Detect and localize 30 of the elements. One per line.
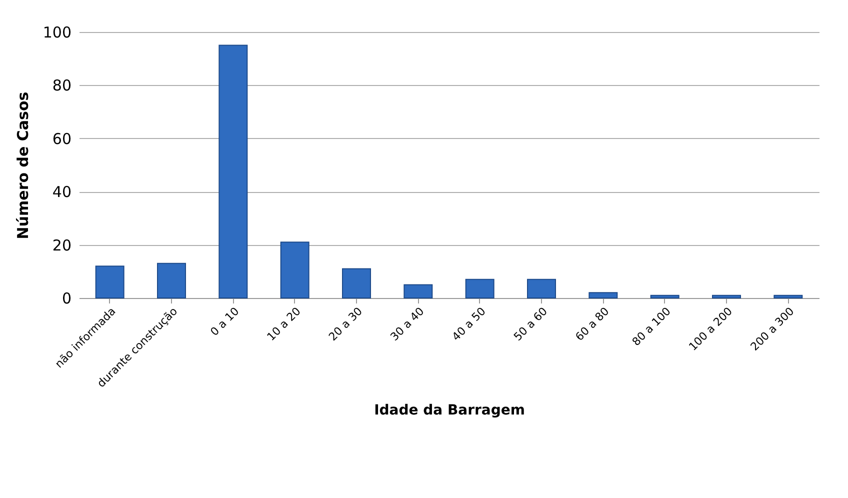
- x-tick-label: 30 a 40: [388, 304, 427, 344]
- y-axis-title: Número de Casos: [14, 92, 32, 240]
- bar: [404, 284, 433, 298]
- bar: [527, 278, 556, 298]
- x-tick-label: 40 a 50: [450, 304, 488, 344]
- y-tick-label: 0: [62, 290, 72, 308]
- bar: [465, 278, 494, 298]
- bar: [588, 292, 618, 298]
- bar: [157, 262, 186, 298]
- x-tick-label: 60 a 80: [572, 304, 612, 344]
- bar: [342, 268, 371, 298]
- bar: [280, 242, 310, 298]
- y-tick-label: 60: [52, 130, 72, 148]
- x-tick-label: 100 a 200: [686, 304, 735, 354]
- x-axis-title: Idade da Barragem: [374, 402, 525, 418]
- y-tick-label: 40: [52, 183, 72, 202]
- bar: [712, 294, 741, 298]
- x-tick-label: 50 a 60: [511, 304, 550, 344]
- x-tick-label: 10 a 20: [264, 304, 304, 344]
- y-tick-label: 100: [42, 24, 72, 42]
- y-tick-label: 80: [52, 76, 72, 95]
- x-tick-label: 80 a 100: [630, 304, 674, 348]
- bar: [650, 294, 680, 298]
- y-tick-label: 20: [52, 236, 72, 254]
- x-tick-label: 20 a 30: [326, 304, 365, 344]
- x-tick-label: 0 a 10: [208, 304, 242, 339]
- bar: [774, 294, 803, 298]
- bar: [95, 266, 124, 298]
- x-tick-label: 200 a 300: [748, 304, 797, 354]
- bar: [218, 44, 248, 298]
